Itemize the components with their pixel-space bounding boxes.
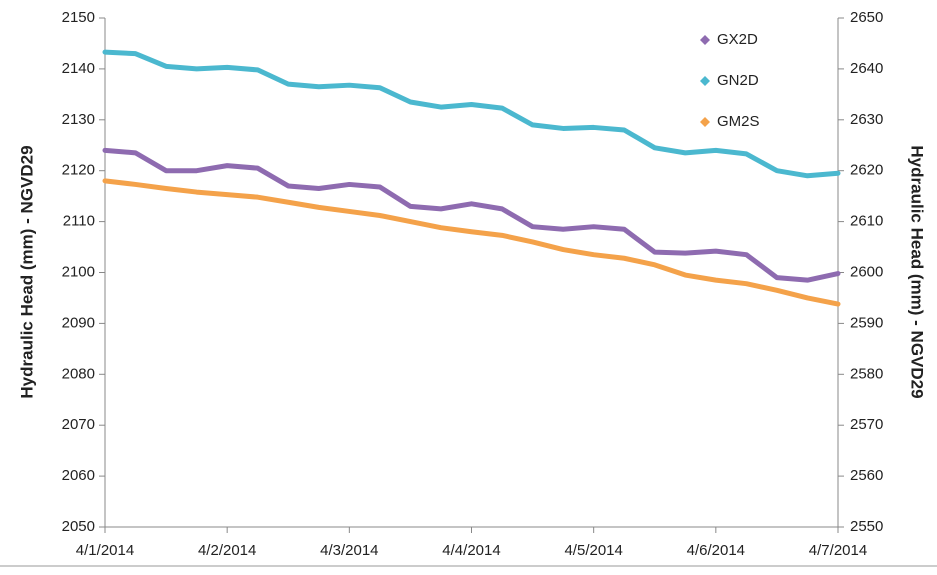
y2-tick-label: 2550 [850,518,883,535]
y-tick-label: 2140 [62,60,95,77]
series-line [102,178,841,307]
x-tick-label: 4/3/2014 [320,542,378,559]
y2-tick-label: 2570 [850,416,883,433]
y-tick-label: 2070 [62,416,95,433]
legend-marker [700,35,710,45]
y2-tick-label: 2620 [850,162,883,179]
y2-tick-label: 2630 [850,111,883,128]
legend-label: GX2D [717,31,758,48]
y-tick-label: 2100 [62,263,95,280]
y-tick-label: 2110 [63,213,95,230]
series-line [102,147,841,283]
x-tick-label: 4/4/2014 [442,542,500,559]
x-tick-label: 4/5/2014 [564,542,622,559]
y-tick-label: 2090 [62,314,95,331]
x-tick-label: 4/7/2014 [809,542,867,559]
y2-tick-label: 2610 [850,213,883,230]
y-tick-label: 2080 [62,365,95,382]
legend-label: GN2D [717,72,759,89]
series-line [102,49,841,179]
y2-tick-label: 2600 [850,263,883,280]
y2-tick-label: 2590 [850,314,883,331]
y2-tick-label: 2650 [850,9,883,26]
y-tick-label: 2050 [62,518,95,535]
x-tick-label: 4/1/2014 [76,542,134,559]
legend-label: GM2S [717,113,760,130]
y-tick-label: 2120 [62,162,95,179]
y-tick-label: 2130 [62,111,95,128]
legend-marker [700,76,710,86]
y-tick-label: 2150 [62,9,95,26]
y2-axis-title: Hydraulic Head (mm) - NGVD29 [908,145,927,398]
y-tick-label: 2060 [62,467,95,484]
legend-marker [700,117,710,127]
x-tick-label: 4/6/2014 [687,542,745,559]
y-axis-title: Hydraulic Head (mm) - NGVD29 [17,145,36,398]
x-tick-label: 4/2/2014 [198,542,256,559]
y2-tick-label: 2560 [850,467,883,484]
y2-tick-label: 2640 [850,60,883,77]
y2-tick-label: 2580 [850,365,883,382]
